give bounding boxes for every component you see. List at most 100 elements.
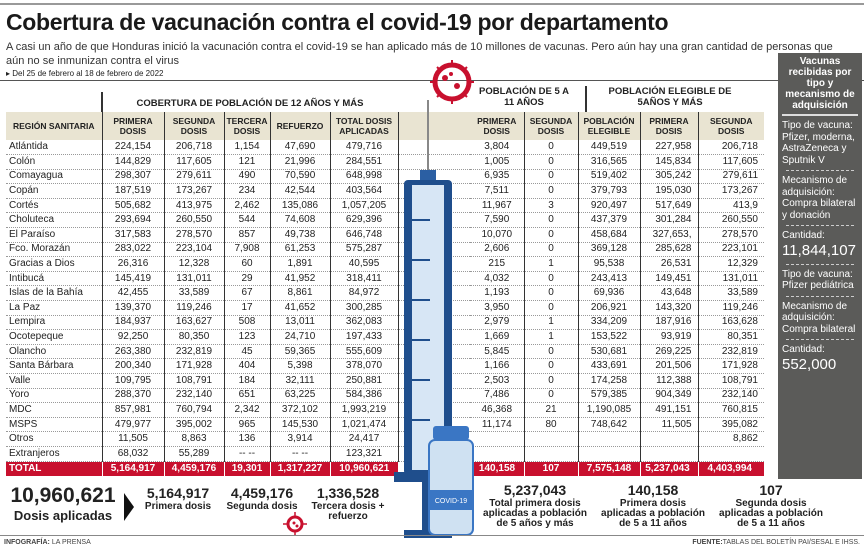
kids-first-dose-cell bbox=[470, 431, 524, 447]
eligible-first-dose-cell: 187,916 bbox=[639, 315, 698, 331]
kids-first-dose-cell: 6,935 bbox=[470, 169, 524, 185]
third-dose-cell: 17 bbox=[223, 300, 270, 316]
eligible-first-dose-cell: 5,237,043 bbox=[639, 461, 698, 476]
booster-cell: 61,253 bbox=[269, 242, 330, 258]
region-cell: TOTAL bbox=[6, 461, 102, 476]
kids-first-dose-cell: 1,193 bbox=[470, 285, 524, 302]
syringe-gap bbox=[397, 140, 470, 156]
summary-first: 5,164,917 Primera dosis bbox=[138, 485, 218, 512]
booster-cell: 21,996 bbox=[269, 154, 330, 170]
first-dose-cell: 42,455 bbox=[101, 285, 164, 302]
credit-label: INFOGRAFÍA: bbox=[4, 539, 50, 546]
kids-second-dose-cell: 0 bbox=[523, 227, 578, 243]
first-dose-cell: 505,682 bbox=[101, 198, 164, 214]
eligible-population-cell: 437,379 bbox=[577, 212, 640, 229]
booster-cell: 42,544 bbox=[269, 183, 330, 199]
summary-total-label: Dosis aplicadas bbox=[13, 508, 113, 523]
region-cell: El Paraíso bbox=[6, 227, 102, 243]
column-header-kids-second-dose: SEGUNDA DOSIS bbox=[523, 112, 578, 140]
eligible-second-dose-cell: 8,862 bbox=[697, 431, 764, 447]
arrow-right-icon bbox=[124, 493, 134, 521]
second-dose-cell: 117,605 bbox=[163, 154, 224, 170]
eligible-first-dose-cell: 112,388 bbox=[639, 373, 698, 389]
summary-kids-first: 140,158 Primera dosis aplicadas a poblaci… bbox=[598, 482, 708, 529]
second-dose-cell: 206,718 bbox=[163, 140, 224, 156]
third-dose-cell: 965 bbox=[223, 417, 270, 433]
region-cell: Choluteca bbox=[6, 212, 102, 229]
kids-second-dose-cell: 0 bbox=[523, 169, 578, 185]
eligible-second-dose-cell: 395,082 bbox=[697, 417, 764, 433]
kids-first-dose-cell: 11,967 bbox=[470, 198, 524, 214]
total-doses-cell: 1,057,205 bbox=[329, 198, 398, 214]
subtitle: A casi un año de que Honduras inició la … bbox=[6, 41, 833, 67]
column-header-second-dose: SEGUNDA DOSIS bbox=[163, 112, 224, 140]
booster-cell: 63,225 bbox=[269, 388, 330, 404]
eligible-population-cell bbox=[577, 431, 640, 447]
first-dose-cell: 11,505 bbox=[101, 431, 164, 447]
table-row: MSPS 479,977 395,002 965 145,530 1,021,474 11,… bbox=[6, 417, 764, 433]
eligible-population-cell: 153,522 bbox=[577, 329, 640, 345]
third-dose-cell: 857 bbox=[223, 227, 270, 243]
table-row: Cortés 505,682 413,975 2,462 135,086 1,057,20… bbox=[6, 198, 764, 214]
summary-eligible-first: 5,237,043 Total primera dosis aplicadas a… bbox=[480, 482, 590, 529]
third-dose-cell: 123 bbox=[223, 329, 270, 345]
vaccine-type-2: Tipo de vacuna: Pfizer pediátrica bbox=[782, 268, 854, 292]
second-dose-cell: 55,289 bbox=[163, 446, 224, 462]
kids-first-dose-cell: 1,005 bbox=[470, 154, 524, 170]
eligible-first-dose-cell: 201,506 bbox=[639, 358, 698, 374]
kids-second-dose-cell: 3 bbox=[523, 198, 578, 214]
kids-second-dose-cell: 1 bbox=[523, 256, 578, 272]
eligible-population-cell: 579,385 bbox=[577, 388, 640, 404]
kids-first-dose-cell: 2,503 bbox=[470, 373, 524, 389]
kids-first-dose-cell: 46,368 bbox=[470, 402, 524, 418]
kids-second-dose-cell: 0 bbox=[523, 183, 578, 199]
divider bbox=[101, 92, 103, 112]
eligible-population-cell: 530,681 bbox=[577, 344, 640, 360]
coverage-table: REGIÓN SANITARIA PRIMERA DOSIS SEGUNDA DOS… bbox=[6, 112, 764, 476]
kids-first-dose-cell: 7,511 bbox=[470, 183, 524, 199]
eligible-first-dose-cell: 269,225 bbox=[639, 344, 698, 360]
booster-cell: 47,690 bbox=[269, 140, 330, 156]
region-cell: Comayagua bbox=[6, 169, 102, 185]
third-dose-cell: 60 bbox=[223, 256, 270, 272]
total-doses-cell: 300,285 bbox=[329, 300, 398, 316]
eligible-second-dose-cell: 173,267 bbox=[697, 183, 764, 199]
region-cell: Valle bbox=[6, 373, 102, 389]
kids-first-dose-cell: 5,845 bbox=[470, 344, 524, 360]
quantity-label-2: Cantidad: bbox=[782, 344, 825, 355]
first-dose-cell: 187,519 bbox=[101, 183, 164, 199]
booster-cell: -- -- bbox=[269, 446, 330, 462]
booster-cell: 41,952 bbox=[269, 271, 330, 287]
kids-first-dose-cell: 2,979 bbox=[470, 315, 524, 331]
column-header-region: REGIÓN SANITARIA bbox=[6, 112, 102, 140]
total-doses-cell: 646,748 bbox=[329, 227, 398, 243]
second-dose-cell: 12,328 bbox=[163, 256, 224, 272]
kids-second-dose-cell: 0 bbox=[523, 344, 578, 360]
total-doses-cell: 1,021,474 bbox=[329, 417, 398, 433]
region-cell: MDC bbox=[6, 402, 102, 418]
summary-kids-second: 107 Segunda dosis aplicadas a población d… bbox=[716, 482, 826, 529]
eligible-second-dose-cell: 413,9 bbox=[697, 198, 764, 214]
total-doses-cell: 555,609 bbox=[329, 344, 398, 360]
total-doses-cell: 1,993,219 bbox=[329, 402, 398, 418]
eligible-first-dose-cell: 227,958 bbox=[639, 140, 698, 156]
kids-first-dose-cell: 7,486 bbox=[470, 388, 524, 404]
region-cell: Colón bbox=[6, 154, 102, 170]
second-dose-cell: 119,246 bbox=[163, 300, 224, 316]
region-cell: Atlántida bbox=[6, 140, 102, 156]
quantity-label-1: Cantidad: bbox=[782, 230, 825, 241]
summary-label: Segunda dosis aplicadas a población de 5… bbox=[719, 498, 823, 529]
region-cell: Cortés bbox=[6, 198, 102, 214]
booster-cell: 372,102 bbox=[269, 402, 330, 418]
eligible-population-cell: 174,258 bbox=[577, 373, 640, 389]
column-header-third-dose: TERCERA DOSIS bbox=[223, 112, 270, 140]
divider bbox=[585, 86, 587, 112]
table-row: Extranjeros 68,032 55,289 -- -- -- -- 123,321 bbox=[6, 446, 764, 462]
vial-label: COVID-19 bbox=[435, 498, 467, 505]
eligible-population-cell: 69,936 bbox=[577, 285, 640, 302]
eligible-second-dose-cell: 80,351 bbox=[697, 329, 764, 345]
booster-cell: 145,530 bbox=[269, 417, 330, 433]
table-row: Yoro 288,370 232,140 651 63,225 584,386 7,486 0… bbox=[6, 388, 764, 404]
eligible-second-dose-cell: 223,101 bbox=[697, 242, 764, 258]
first-dose-cell: 109,795 bbox=[101, 373, 164, 389]
